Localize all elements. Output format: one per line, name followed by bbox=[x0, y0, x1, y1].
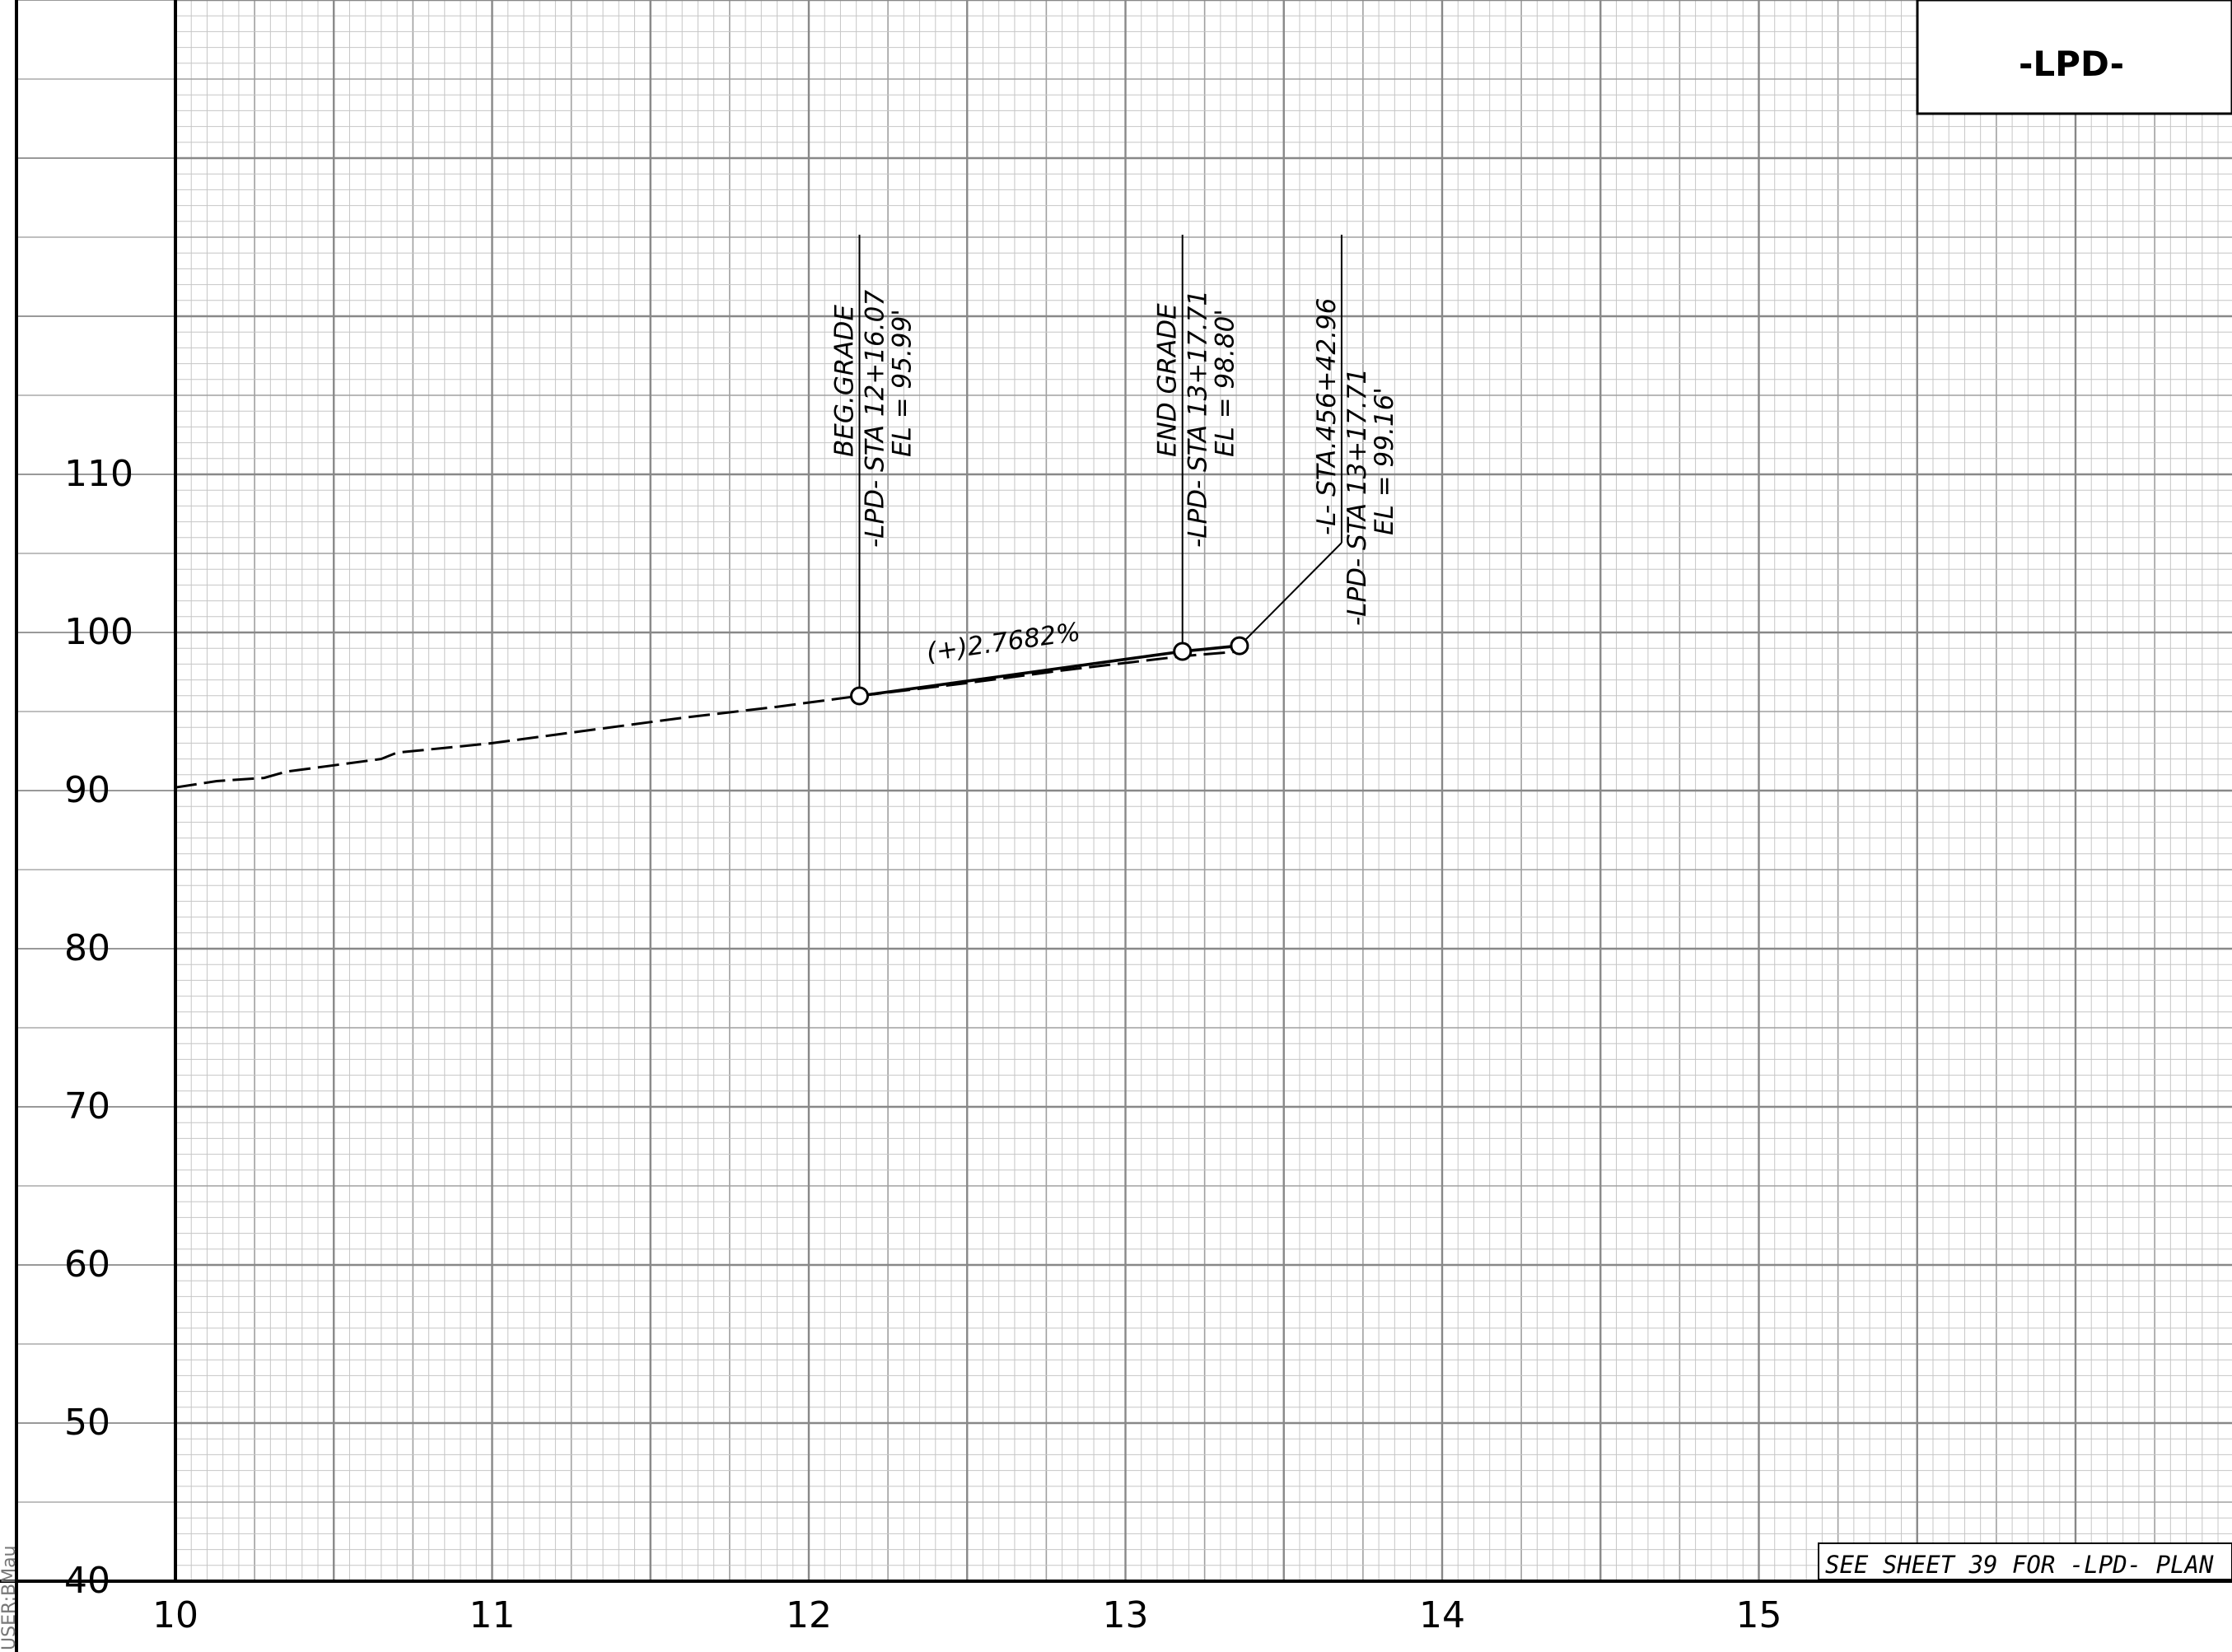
existing-ground-line bbox=[175, 650, 1240, 789]
grade-point-marker bbox=[1173, 642, 1193, 661]
annotation-line: END GRADE bbox=[1153, 303, 1183, 457]
annotation-line: EL = 99.16' bbox=[1370, 387, 1399, 535]
plan-reference-note: SEE SHEET 39 FOR -LPD- PLAN bbox=[1825, 1551, 2214, 1579]
elevation-tick-label: 60 bbox=[64, 1244, 110, 1286]
annotation-line: EL = 98.80' bbox=[1211, 309, 1240, 457]
station-tick-label: 15 bbox=[1736, 1594, 1782, 1636]
station-tick-label: 10 bbox=[152, 1594, 198, 1636]
annotation-line: EL = 95.99' bbox=[888, 309, 918, 457]
user-tag: USER:BMau bbox=[0, 1546, 20, 1651]
elevation-tick-label: 40 bbox=[64, 1560, 110, 1602]
station-tick-label: 12 bbox=[786, 1594, 832, 1636]
annotation-line: -LPD- STA 13+17.71 bbox=[1342, 368, 1372, 626]
sheet-title: -LPD- bbox=[2019, 44, 2124, 84]
station-tick-label: 13 bbox=[1103, 1594, 1149, 1636]
annotation-line: -LPD- STA 12+16.07 bbox=[861, 290, 890, 548]
plan-reference-box: SEE SHEET 39 FOR -LPD- PLAN bbox=[1818, 1542, 2232, 1580]
grade-annotations: (+)2.7682%BEG.GRADE -LPD- STA 12+16.07EL … bbox=[830, 235, 1399, 688]
annotation-line: BEG.GRADE bbox=[830, 305, 860, 457]
sheet-title-box: -LPD- bbox=[1916, 0, 2232, 115]
station-tick-label: 11 bbox=[469, 1594, 516, 1636]
elevation-tick-label: 110 bbox=[64, 453, 133, 495]
grade-percent-label: (+)2.7682% bbox=[925, 617, 1082, 667]
annotation-line: -LPD- STA 13+17.71 bbox=[1184, 290, 1213, 548]
elevation-tick-label: 80 bbox=[64, 927, 110, 969]
annotation-line: -L- STA.456+42.96 bbox=[1312, 298, 1342, 535]
elevation-tick-label: 50 bbox=[64, 1402, 110, 1444]
elevation-tick-label: 70 bbox=[64, 1085, 110, 1127]
elevation-tick-label: 100 bbox=[64, 611, 133, 653]
elevation-axis: 40 50 60 70 80 90 100 110 bbox=[64, 453, 133, 1602]
grade-point-marker bbox=[1230, 636, 1249, 656]
grade-point-marker bbox=[850, 686, 870, 706]
station-tick-label: 14 bbox=[1419, 1594, 1465, 1636]
elevation-tick-label: 90 bbox=[64, 769, 110, 811]
profile-lines bbox=[175, 636, 1249, 789]
station-axis: 10 11 12 13 14 15 bbox=[152, 1594, 1782, 1636]
annotation-leader bbox=[1244, 542, 1342, 641]
